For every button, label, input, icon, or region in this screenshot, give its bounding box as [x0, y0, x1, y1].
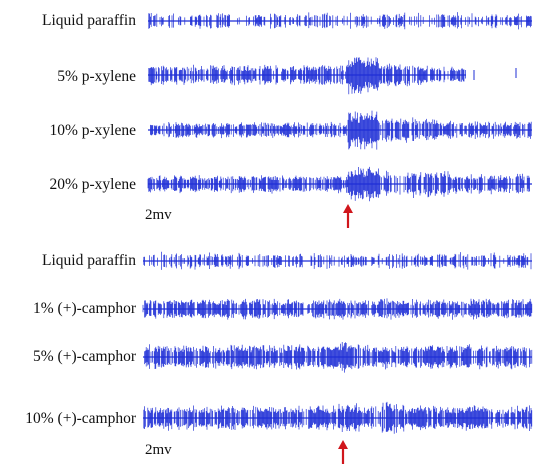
stimulus-arrow-p1 [343, 204, 353, 228]
trace-label-p2-r3: 5% (+)-camphor [33, 348, 136, 365]
trace-p2-r1 [143, 251, 532, 270]
scale-label-p2: 2mv [145, 442, 172, 458]
trace-spikes [148, 12, 532, 30]
trace-p2-r2 [142, 298, 533, 320]
trace-label-p1-r2: 5% p-xylene [57, 68, 136, 85]
trace-p2-r4 [143, 401, 533, 434]
trace-label-p2-r2: 1% (+)-camphor [33, 300, 136, 317]
arrow-layer [338, 204, 353, 464]
trace-p1-r1 [148, 12, 532, 30]
trace-spikes [147, 166, 530, 202]
trace-p1-r2 [148, 57, 466, 95]
trace-label-p2-r1: Liquid paraffin [42, 252, 136, 269]
trace-label-p1-r4: 20% p-xylene [49, 176, 136, 193]
trace-spikes [144, 342, 533, 373]
trace-spikes [143, 401, 533, 434]
trace-label-p1-r1: Liquid paraffin [42, 12, 136, 29]
scale-label-p1: 2mv [145, 207, 172, 223]
stimulus-arrow-p2 [338, 440, 348, 464]
trace-spikes [148, 57, 466, 95]
trace-label-p1-r3: 10% p-xylene [49, 122, 136, 139]
trace-p1-r3 [148, 110, 532, 150]
trace-layer [142, 12, 533, 434]
trace-p2-r3 [143, 342, 533, 373]
trace-spikes [143, 251, 532, 270]
trace-spikes [150, 110, 532, 150]
trace-spikes [142, 298, 533, 320]
trace-label-p2-r4: 10% (+)-camphor [25, 410, 136, 427]
trace-p1-r4 [147, 166, 532, 202]
